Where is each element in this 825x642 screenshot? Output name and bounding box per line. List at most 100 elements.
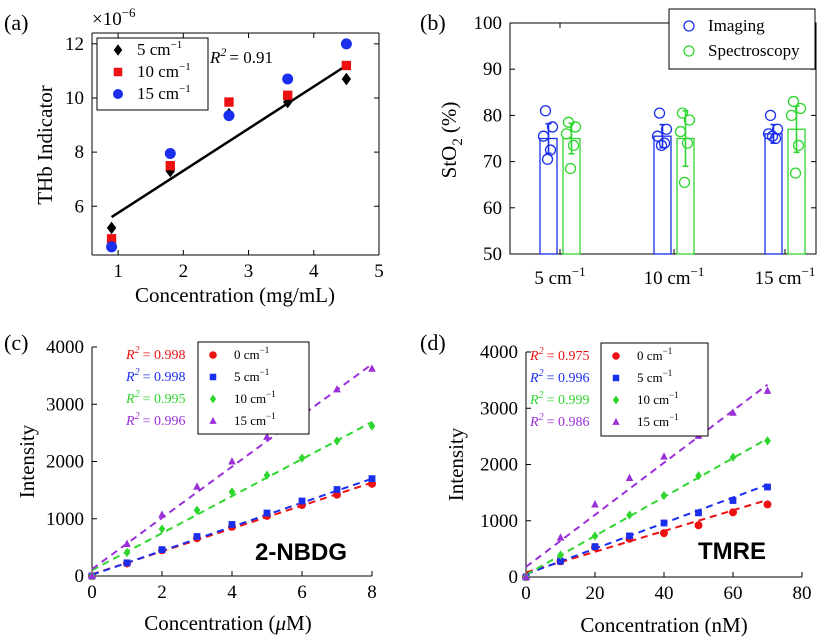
data-point [695,509,702,517]
data-point [569,121,582,133]
x-axis-label: Concentration (mg/mL) [135,283,335,307]
data-point [537,130,550,142]
data-point [123,547,131,558]
data-point [764,483,771,491]
data-point [556,533,565,541]
data-point [660,452,668,460]
legend-label-name: 5 cm [234,369,260,384]
y-axis-label: Intensity [15,424,39,498]
data-point [660,519,668,527]
data-point [789,167,802,179]
y-label-sub: 2 [450,138,466,146]
data-point [567,139,580,152]
data-point [729,508,737,517]
legend-label-name: 10 cm [234,391,266,406]
category-sup: −1 [572,264,586,279]
data-point [158,510,166,518]
r2-value: = 0.995 [143,392,186,407]
y-tick-label: 2000 [46,452,84,473]
x-tick-label: 0 [521,583,531,604]
y-tick-label: 8 [75,142,85,163]
data-point [651,130,664,142]
x-tick-label: 80 [793,583,812,604]
data-point [263,432,271,440]
data-point [341,60,352,71]
data-point [282,73,294,85]
y-tick-label: 10 [65,88,84,109]
r2-symbol: R [529,393,539,408]
y-tick-label: 2000 [480,455,518,476]
data-point [560,128,573,140]
data-point [263,470,271,480]
data-point [333,436,341,446]
y-tick-label: 6 [75,196,85,217]
r2-label: R2 = 0.999 [529,390,589,408]
legend-label-sup: −1 [663,346,673,356]
r2-sup: 2 [135,389,140,400]
data-point [678,176,691,189]
data-point [729,452,737,462]
data-point [228,487,236,497]
data-point [681,137,694,149]
y-tick-label: 4000 [46,337,84,358]
x-tick-label: 3 [244,261,254,282]
data-point [164,147,176,159]
x-tick-label: 4 [309,261,319,282]
category-name: 15 cm [755,268,802,289]
data-point [224,97,234,107]
data-point [368,475,376,483]
category-label: 15 cm−1 [755,264,816,289]
y-label-unit: (%) [437,102,461,133]
legend-box [668,8,816,70]
r2-sup: 2 [220,45,226,59]
legend-marker [209,394,217,404]
data-point [787,95,800,108]
data-point [123,539,131,547]
y-tick-label: 60 [483,198,502,219]
data-point [562,116,575,128]
y-label-main: StO [437,146,461,179]
data-point [794,102,807,115]
x-tick-label: 2 [157,582,167,603]
legend-marker [209,373,217,381]
x-label-mu: μ [275,611,287,635]
r2-value: = 0.975 [547,349,590,364]
x-tick-label: 0 [87,582,97,603]
bar [764,133,783,255]
legend-label-sup: −1 [260,345,270,355]
category-sup: −1 [691,264,705,279]
legend-label-name: 0 cm [637,348,663,363]
data-point [660,123,673,135]
x-axis-label: Concentration (nM) [580,613,747,637]
legend-label: 10 cm−1 [137,61,191,81]
r2-annotation: R2 = 0.91 [209,45,273,67]
y-tick-label: 1000 [480,511,518,532]
data-point [106,234,117,244]
data-point [766,130,779,142]
data-point [626,532,633,540]
x-tick-label: 6 [297,582,307,603]
panel-label: (a) [4,10,28,35]
r2-symbol: R [529,415,539,430]
data-point [729,497,737,504]
legend-label-name: 5 cm [637,370,663,385]
data-point [683,114,696,126]
legend-label: 15 cm−1 [137,83,191,103]
legend-label: Imaging [708,16,765,35]
y-tick-label: 12 [65,34,84,55]
x-tick-label: 4 [227,582,237,603]
legend-marker [209,351,217,359]
data-point [763,500,772,509]
r2-sup: 2 [539,346,544,357]
legend-label-sup: −1 [171,39,183,51]
data-point [341,72,352,86]
data-point [591,543,599,551]
data-point [763,386,772,394]
data-point [165,160,175,171]
legend-label-sup: −1 [266,411,276,421]
legend-label-sup: −1 [669,412,679,422]
fit-line [91,363,373,570]
y-tick-label: 100 [474,13,503,34]
data-point [106,221,117,235]
